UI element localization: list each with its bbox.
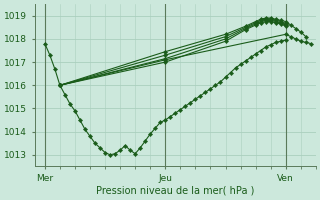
X-axis label: Pression niveau de la mer( hPa ): Pression niveau de la mer( hPa ) [96, 186, 254, 196]
